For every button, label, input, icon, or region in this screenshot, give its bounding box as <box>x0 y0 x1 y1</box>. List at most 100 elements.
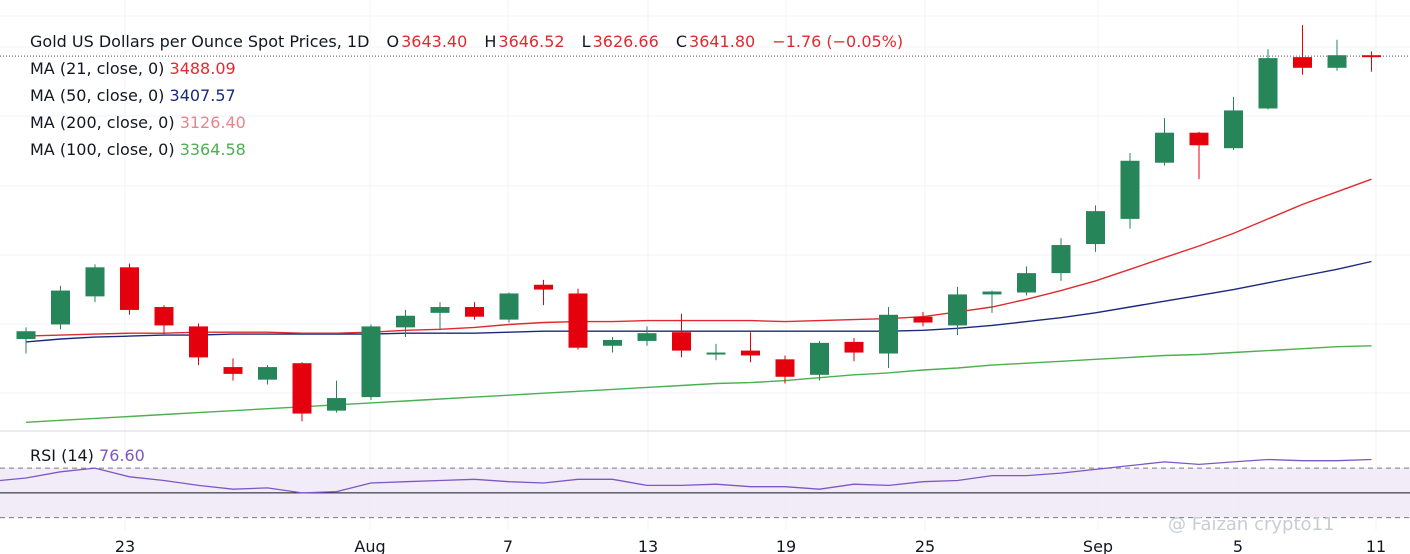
ma100-value: 3364.58 <box>179 140 246 159</box>
x-axis: 23 Aug 7 13 19 25 Sep 5 11 <box>115 537 1386 554</box>
candle-up <box>1224 96 1243 151</box>
watermark-text: @ Faizan crypto11 <box>1168 514 1335 535</box>
candle-down <box>741 332 760 363</box>
ma21-label: MA (21, close, 0) <box>30 59 165 78</box>
candle-down <box>292 362 312 422</box>
candle-body <box>223 367 243 374</box>
candle-body <box>258 367 277 380</box>
legend-ma50[interactable]: MA (50, close, 0) 3407.57 <box>30 82 905 109</box>
candle-body <box>741 350 760 356</box>
rsi-value: 76.60 <box>99 446 145 465</box>
candle-body <box>1293 57 1312 68</box>
candle-body <box>810 342 829 375</box>
candle-down <box>465 302 484 320</box>
candle-down <box>672 313 691 358</box>
candle-down <box>913 311 933 327</box>
x-tick-label: Aug <box>354 537 385 554</box>
candle-body <box>534 284 553 290</box>
candle-down <box>223 358 243 381</box>
candle-body <box>51 290 70 325</box>
ma200-value: 3126.40 <box>179 113 246 132</box>
candle-up <box>603 337 622 353</box>
watermark: @ Faizan crypto11 <box>1168 514 1334 535</box>
candle-body <box>1120 160 1140 219</box>
candle-up <box>327 380 346 413</box>
candle-up <box>810 340 829 381</box>
candle-body <box>154 307 174 326</box>
candle-body <box>16 331 36 339</box>
candle-body <box>499 293 519 320</box>
ma50-line <box>25 260 1372 343</box>
candle-body <box>1327 55 1347 68</box>
candle-up <box>982 290 1002 313</box>
legend-ma200[interactable]: MA (200, close, 0) 3126.40 <box>30 109 905 136</box>
x-tick-label: 19 <box>776 537 796 554</box>
open-value: 3643.40 <box>401 32 468 51</box>
candle-up <box>430 302 450 331</box>
candle-body <box>327 398 346 411</box>
candle-down <box>120 263 139 315</box>
ma21-value: 3488.09 <box>169 59 236 78</box>
high-label: H <box>484 32 497 51</box>
high-value: 3646.52 <box>498 32 565 51</box>
legend-title: Gold US Dollars per Ounce Spot Prices, 1… <box>30 32 370 51</box>
candle-up <box>361 324 381 401</box>
candle-body <box>672 332 691 351</box>
candle-down <box>1293 25 1312 75</box>
candle-body <box>465 307 484 317</box>
rsi-legend[interactable]: RSI (14) 76.60 <box>30 446 145 465</box>
candle-up <box>1155 118 1174 166</box>
ma200-label: MA (200, close, 0) <box>30 113 175 132</box>
ma21-line <box>25 178 1372 337</box>
candle-body <box>1224 110 1243 149</box>
low-label: L <box>581 32 591 51</box>
candle-up <box>948 286 967 336</box>
candle-body <box>85 267 105 297</box>
candle-up <box>85 264 105 303</box>
x-tick-label: 7 <box>503 537 513 554</box>
chart-legend: Gold US Dollars per Ounce Spot Prices, 1… <box>30 28 905 163</box>
candle-body <box>1051 245 1071 274</box>
candles <box>16 25 1381 422</box>
candle-down <box>844 338 864 362</box>
x-tick-label: 5 <box>1233 537 1243 554</box>
ma50-value: 3407.57 <box>169 86 236 105</box>
candle-down <box>775 355 795 384</box>
candle-up <box>637 326 657 346</box>
candle-up <box>1017 266 1036 296</box>
candle-body <box>1362 55 1381 58</box>
x-tick-label: 13 <box>638 537 658 554</box>
candle-up <box>51 285 70 330</box>
ma100-label: MA (100, close, 0) <box>30 140 175 159</box>
legend-ma21[interactable]: MA (21, close, 0) 3488.09 <box>30 55 905 82</box>
close-label: C <box>675 32 688 51</box>
ma50-label: MA (50, close, 0) <box>30 86 165 105</box>
candle-body <box>982 291 1002 295</box>
candle-down <box>189 323 208 366</box>
candle-down <box>1362 51 1381 72</box>
candle-up <box>879 307 898 369</box>
candle-up <box>706 343 726 361</box>
candle-body <box>430 307 450 313</box>
candle-body <box>603 339 622 346</box>
candle-up <box>258 365 277 385</box>
rsi-label: RSI (14) <box>30 446 94 465</box>
ma-lines <box>25 178 1372 423</box>
legend-ma100[interactable]: MA (100, close, 0) 3364.58 <box>30 136 905 163</box>
candle-up <box>1120 153 1140 229</box>
candle-down <box>154 305 174 335</box>
ma100-line <box>25 345 1372 423</box>
x-tick-label: 23 <box>115 537 135 554</box>
x-tick-label: 11 <box>1366 537 1386 554</box>
open-label: O <box>386 32 400 51</box>
candle-body <box>844 341 864 353</box>
candle-body <box>568 293 588 348</box>
candle-down <box>1189 131 1209 180</box>
change-value: −1.76 (−0.05%) <box>772 32 904 51</box>
candle-body <box>879 314 898 354</box>
rsi-pane <box>0 458 1410 519</box>
candle-up <box>1051 238 1071 281</box>
candle-body <box>189 326 208 358</box>
candle-body <box>1086 211 1105 245</box>
